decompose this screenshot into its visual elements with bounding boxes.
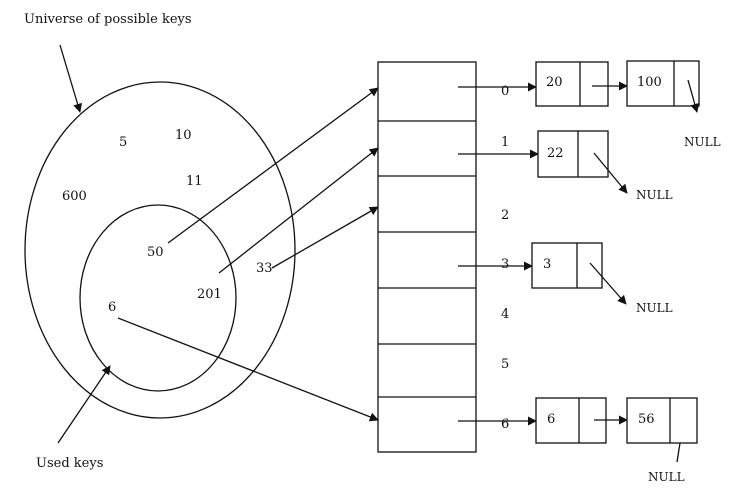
universe-key-600: 600 xyxy=(62,189,87,204)
slot3-null-label: NULL xyxy=(636,301,673,315)
slot0-node-100 xyxy=(626,60,700,107)
hash-arrow-201 xyxy=(218,147,379,274)
slot1-null-arrow xyxy=(593,152,628,194)
universe-key-10: 10 xyxy=(175,128,192,143)
slot1-node-22 xyxy=(537,130,609,178)
slot3-null-arrow xyxy=(589,262,627,305)
slot0-node-100-value: 100 xyxy=(637,75,662,90)
slot-index-2: 2 xyxy=(501,208,509,223)
hash-table-frame xyxy=(377,61,477,453)
slot6-node-56-value: 56 xyxy=(638,412,655,427)
slot-index-5: 5 xyxy=(501,357,509,372)
used-keys-circle xyxy=(79,204,237,392)
slot0-node-20-value: 20 xyxy=(546,75,563,90)
hash-arrow-6 xyxy=(117,317,379,422)
slot3-node-3 xyxy=(531,242,603,289)
universe-key-33: 33 xyxy=(256,261,273,276)
universe-circle xyxy=(24,81,296,419)
slot1-node-22-value: 22 xyxy=(547,146,564,161)
used-keys-label: Used keys xyxy=(36,456,103,471)
slot0-null-arrow xyxy=(687,79,700,113)
slot6-null-line xyxy=(676,442,681,463)
slot-index-3: 3 xyxy=(501,257,509,272)
hash-arrow-50 xyxy=(167,87,379,244)
slot6-null-label: NULL xyxy=(648,470,685,484)
slot3-node-3-value: 3 xyxy=(543,257,551,272)
hash-table xyxy=(377,61,477,453)
slot0-node-20 xyxy=(535,61,609,107)
hash-arrow-33 xyxy=(271,206,379,269)
slot-index-0: 0 xyxy=(501,84,509,99)
universe-pointer-arrow xyxy=(59,44,83,113)
slot0-null-label: NULL xyxy=(684,135,721,149)
slot6-node-6-value: 6 xyxy=(547,412,555,427)
universe-key-11: 11 xyxy=(186,174,203,189)
slot1-null-label: NULL xyxy=(636,188,673,202)
slot-index-1: 1 xyxy=(501,135,509,150)
slot6-node-56 xyxy=(626,397,698,444)
used-keys-pointer-arrow xyxy=(57,365,111,444)
used-key-6: 6 xyxy=(108,300,116,315)
universe-key-5: 5 xyxy=(119,135,127,150)
universe-label: Universe of possible keys xyxy=(24,12,192,27)
used-key-50: 50 xyxy=(147,245,164,260)
slot-index-6: 6 xyxy=(501,417,509,432)
used-key-201: 201 xyxy=(197,287,222,302)
slot-index-4: 4 xyxy=(501,307,509,322)
